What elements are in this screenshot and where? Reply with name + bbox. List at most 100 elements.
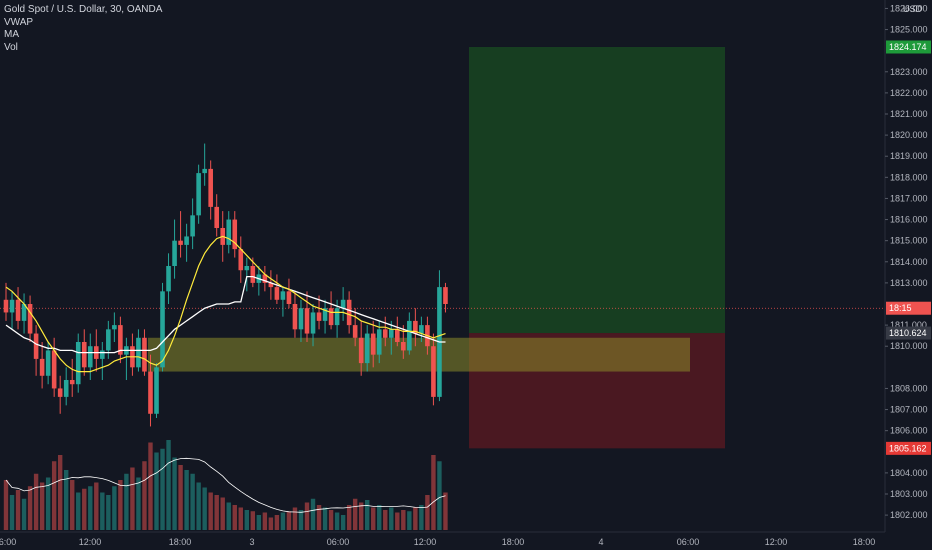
time-tick-label: 18:00 <box>169 537 192 547</box>
volume-bar <box>328 510 334 530</box>
price-tick-label: 1806.000 <box>890 426 928 436</box>
volume-bar <box>419 505 424 530</box>
time-tick-label: 06:00 <box>677 537 700 547</box>
stop-price-badge-text: 1805.162 <box>889 443 927 453</box>
volume-bar <box>15 490 21 530</box>
volume-bar <box>118 480 123 530</box>
candle-body <box>443 287 448 304</box>
volume-bar <box>70 480 75 530</box>
price-tick-label: 1803.000 <box>890 489 928 499</box>
target-price-badge-text: 1824.174 <box>889 42 927 52</box>
time-tick-label: 18:00 <box>853 537 876 547</box>
candle-body <box>69 380 75 385</box>
candle-body <box>202 168 207 174</box>
candle-body <box>112 325 117 330</box>
candle-body <box>334 308 340 326</box>
indicator-vwap[interactable]: VWAP <box>4 16 34 28</box>
price-tick-label: 1811.000 <box>890 320 927 330</box>
candle-body <box>274 287 280 300</box>
volume-bar <box>407 511 412 530</box>
volume-bar <box>51 461 57 530</box>
candle-body <box>346 299 352 326</box>
volume-bar <box>274 515 280 530</box>
volume-bar <box>184 470 189 530</box>
volume-bar <box>377 505 382 530</box>
candle-body <box>322 308 328 321</box>
price-tick-label: 1820.000 <box>890 130 928 140</box>
candle-body <box>352 325 358 338</box>
candle-body <box>214 206 219 228</box>
volume-bar <box>262 512 268 530</box>
time-tick-label: 4 <box>598 537 603 547</box>
candle-body <box>401 342 406 351</box>
candle-body <box>407 320 412 351</box>
candlesticks <box>3 143 448 427</box>
indicator-vol[interactable]: Vol <box>4 41 18 53</box>
volume-bar <box>437 461 442 530</box>
candle-body <box>250 266 256 283</box>
volume-bar <box>443 492 448 530</box>
candle-body <box>358 337 364 364</box>
time-tick-label: 3 <box>249 537 254 547</box>
time-tick-label: 06:00 <box>0 537 16 547</box>
entry-price-badge-text: 1810.624 <box>889 328 927 338</box>
time-tick-label: 06:00 <box>327 537 350 547</box>
candle-body <box>9 299 15 313</box>
candle-body <box>100 350 105 359</box>
indicator-ma[interactable]: MA <box>4 29 19 40</box>
volume-bars <box>3 440 448 530</box>
volume-bar <box>358 502 364 530</box>
volume-bar <box>334 512 340 530</box>
price-axis[interactable]: 1826.000 1825.000 1823.000 1822.000 1821.000… <box>884 0 928 532</box>
symbol-title[interactable]: Gold Spot / U.S. Dollar, 30, OANDA <box>4 4 163 15</box>
volume-bar <box>154 452 159 530</box>
candle-body <box>21 304 27 321</box>
volume-bar <box>130 467 135 530</box>
candle-body <box>63 380 69 397</box>
candle-body <box>364 333 370 364</box>
time-tick-label: 12:00 <box>79 537 102 547</box>
candle-body <box>51 350 57 389</box>
volume-bar <box>39 482 45 530</box>
volume-bar <box>413 507 418 530</box>
candle-body <box>292 304 298 330</box>
volume-bar <box>365 500 370 530</box>
price-tick-label: 1818.000 <box>890 172 928 182</box>
volume-bar <box>27 486 33 530</box>
volume-bar <box>389 507 394 530</box>
candle-body <box>286 291 292 304</box>
volume-bar <box>383 510 388 530</box>
volume-bar <box>371 507 376 530</box>
vwap-line <box>5 275 446 354</box>
volume-bar <box>136 477 141 530</box>
volume-bar <box>112 486 117 530</box>
demand-zone <box>148 337 690 372</box>
ma-line <box>5 235 446 373</box>
candle-body <box>15 299 21 321</box>
time-axis[interactable]: 06:00 12:00 18:00 3 06:00 12:00 18:00 4 06:00 12:… <box>0 531 885 547</box>
candle-body <box>262 274 268 283</box>
volume-bar <box>202 487 207 530</box>
volume-bar <box>220 497 225 530</box>
volume-bar <box>190 473 195 530</box>
candle-body <box>27 304 33 334</box>
volume-bar <box>310 498 316 530</box>
volume-bar <box>256 515 262 530</box>
candle-body <box>304 308 310 334</box>
volume-bar <box>94 482 99 530</box>
candle-body <box>395 329 400 342</box>
volume-bar <box>425 495 430 530</box>
candle-body <box>419 325 424 334</box>
candle-body <box>142 337 147 372</box>
candle-body <box>190 215 195 237</box>
candle-body <box>45 350 51 376</box>
candle-body <box>160 291 165 368</box>
target-zone <box>469 46 725 334</box>
volume-bar <box>82 488 87 530</box>
price-tick-label: 1802.000 <box>890 510 928 520</box>
candle-body <box>118 325 123 355</box>
volume-bar <box>178 465 183 530</box>
price-tick-label: 1813.000 <box>890 278 928 288</box>
volume-bar <box>298 510 304 530</box>
